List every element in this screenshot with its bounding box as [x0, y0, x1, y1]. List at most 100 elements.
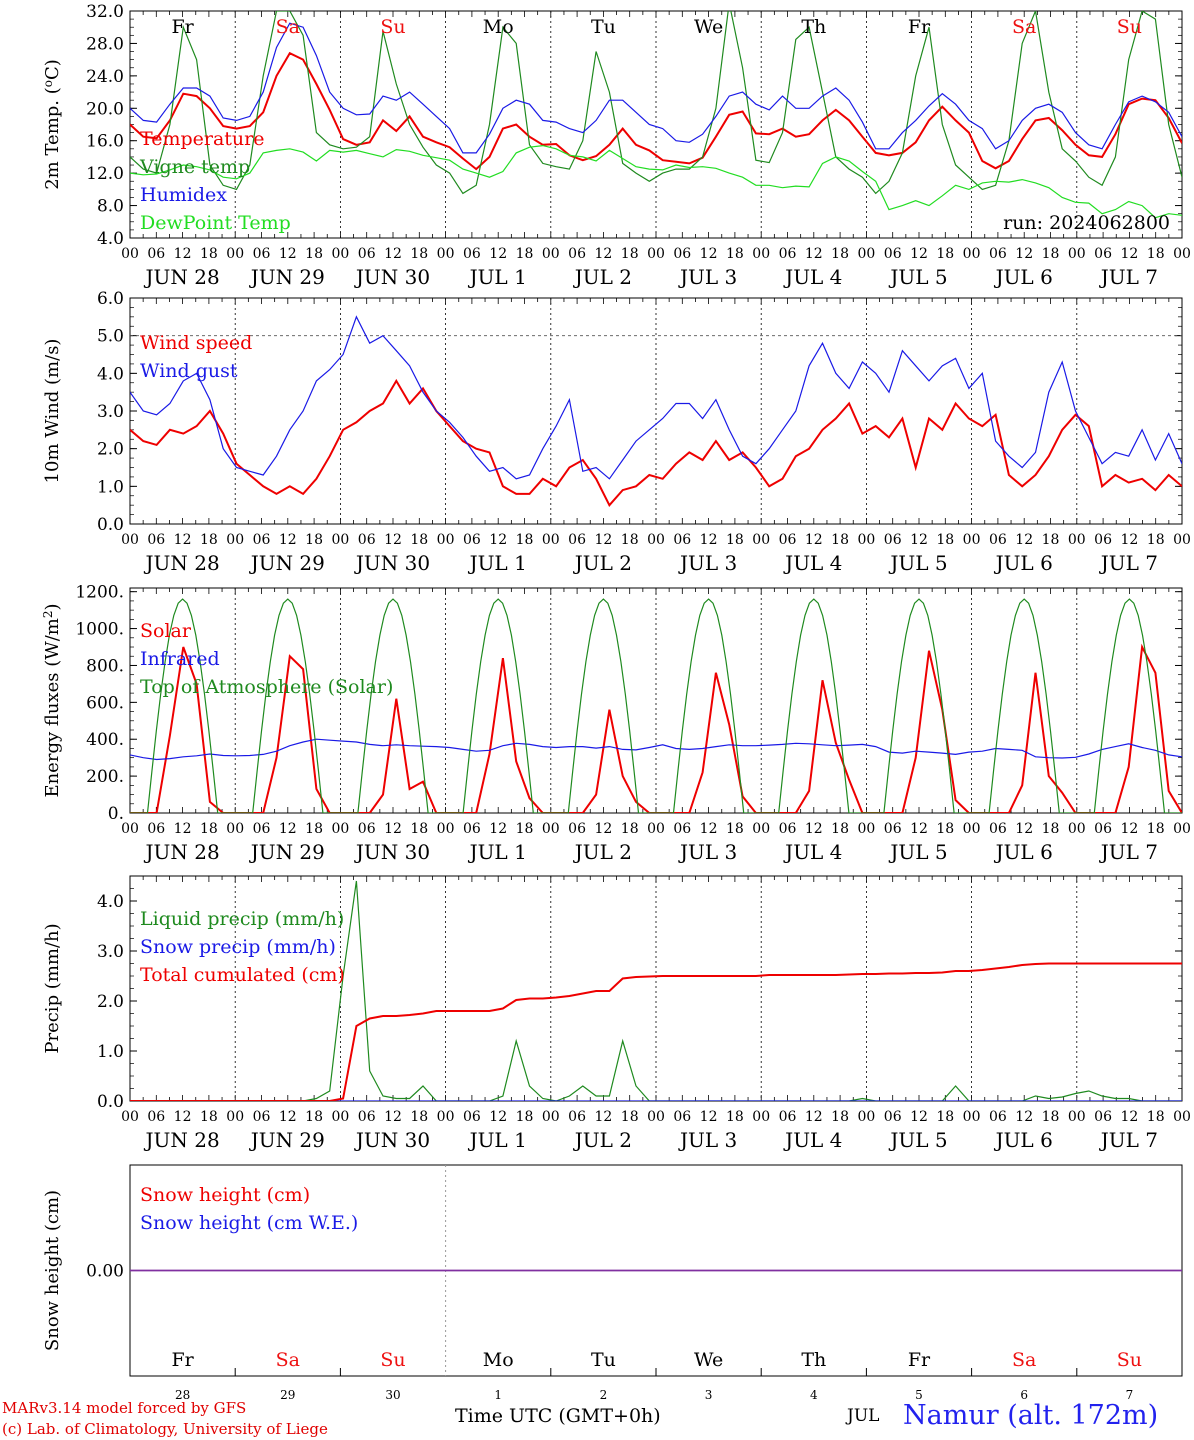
- day-label: JUL 3: [678, 1128, 737, 1152]
- legend-entry: DewPoint Temp: [140, 212, 291, 234]
- hour-tick-label: 12: [489, 246, 507, 262]
- y-axis-label: Energy fluxes (W/m2): [41, 603, 63, 797]
- hour-tick-label: 06: [673, 1109, 691, 1125]
- day-label: JUN 29: [249, 840, 325, 864]
- hour-tick-label: 00: [121, 246, 139, 262]
- plot-frame: [129, 10, 1183, 239]
- hour-tick-label: 06: [253, 821, 271, 837]
- hour-tick-label: 12: [700, 821, 718, 837]
- hour-tick-label: 00: [647, 532, 665, 548]
- hour-tick-label: 18: [410, 821, 428, 837]
- day-number: 4: [810, 1388, 818, 1402]
- day-label: JUL 4: [783, 840, 842, 864]
- y-axis-label: Precip (mm/h): [42, 923, 63, 1053]
- hour-tick-label: 00: [963, 1109, 981, 1125]
- hour-tick-label: 00: [1173, 1109, 1191, 1125]
- hour-tick-label: 00: [226, 246, 244, 262]
- hour-tick-label: 06: [989, 1109, 1007, 1125]
- hour-tick-label: 18: [1147, 1109, 1165, 1125]
- hour-tick-label: 06: [779, 1109, 797, 1125]
- hour-tick-label: 00: [437, 246, 455, 262]
- hour-tick-label: 12: [489, 821, 507, 837]
- hour-tick-label: 06: [568, 246, 586, 262]
- day-label: JUN 28: [144, 1128, 220, 1152]
- hour-tick-label: 18: [516, 1109, 534, 1125]
- hour-tick-label: 18: [1042, 1109, 1060, 1125]
- hour-tick-label: 12: [1015, 1109, 1033, 1125]
- hour-tick-label: 06: [463, 1109, 481, 1125]
- y-tick-label: 3.0: [97, 402, 124, 422]
- day-label: JUL 6: [994, 265, 1053, 289]
- hour-tick-label: 12: [279, 532, 297, 548]
- weekday-label: Sa: [1012, 1349, 1036, 1371]
- weekday-label: Th: [801, 1349, 826, 1371]
- footer-credits: MARv3.14 model forced by GFS (c) Lab. of…: [2, 1398, 328, 1440]
- x-axis-label: Time UTC (GMT+0h): [455, 1405, 661, 1427]
- hour-tick-label: 18: [305, 821, 323, 837]
- weekday-label: Fr: [171, 1349, 194, 1371]
- y-tick-label: 0.00: [86, 1262, 124, 1282]
- hour-tick-label: 00: [542, 1109, 560, 1125]
- panel-5: 0.00 Snow height (cm) Snow height (cm) Snow…: [42, 1164, 1183, 1402]
- weekday-label: Th: [801, 16, 826, 38]
- hour-tick-label: 12: [489, 1109, 507, 1125]
- y-tick-label: 32.0: [86, 2, 124, 22]
- day-number: 7: [1126, 1388, 1134, 1402]
- hour-tick-label: 12: [805, 821, 823, 837]
- hour-tick-label: 12: [174, 246, 192, 262]
- hour-tick-label: 06: [1094, 532, 1112, 548]
- y-tick-label: 0.: [108, 804, 124, 824]
- day-label: JUN 28: [144, 551, 220, 575]
- day-label: JUL 7: [1099, 840, 1158, 864]
- legend-entry: Wind speed: [140, 332, 252, 354]
- hour-tick-label: 12: [1015, 821, 1033, 837]
- hour-tick-label: 00: [963, 246, 981, 262]
- hour-tick-label: 00: [857, 246, 875, 262]
- day-label: JUL 7: [1099, 551, 1158, 575]
- day-label: JUL 5: [888, 1128, 947, 1152]
- hour-tick-label: 06: [1094, 821, 1112, 837]
- day-label: JUL 1: [468, 551, 527, 575]
- model-line: MARv3.14 model forced by GFS: [2, 1399, 247, 1417]
- hour-tick-label: 18: [305, 1109, 323, 1125]
- legend-entry: Total cumulated (cm): [140, 964, 345, 986]
- hour-tick-label: 12: [384, 1109, 402, 1125]
- hour-tick-label: 00: [752, 246, 770, 262]
- day-label: JUL 5: [888, 265, 947, 289]
- hour-tick-label: 18: [516, 532, 534, 548]
- hour-tick-label: 00: [752, 1109, 770, 1125]
- weekday-label: Tu: [591, 16, 616, 38]
- hour-tick-label: 00: [226, 532, 244, 548]
- unit-sup: 2: [41, 610, 55, 618]
- hour-tick-label: 18: [516, 246, 534, 262]
- y-tick-label: 20.0: [86, 99, 124, 119]
- hour-tick-label: 06: [779, 532, 797, 548]
- hour-tick-label: 00: [752, 821, 770, 837]
- y-tick-label: 12.0: [86, 164, 124, 184]
- day-number: 28: [175, 1388, 190, 1402]
- hour-tick-label: 18: [936, 246, 954, 262]
- weekday-label: Fr: [908, 16, 931, 38]
- y-tick-label: 1000.: [75, 620, 124, 640]
- hour-tick-label: 06: [989, 532, 1007, 548]
- hour-tick-label: 12: [279, 1109, 297, 1125]
- hour-tick-label: 12: [910, 532, 928, 548]
- legend-entry: Solar: [140, 620, 192, 642]
- y-tick-label: 24.0: [86, 67, 124, 87]
- series-line-4: [130, 144, 1182, 219]
- hour-tick-label: 06: [989, 821, 1007, 837]
- hour-tick-label: 18: [1147, 246, 1165, 262]
- series-line-2: [130, 738, 1182, 761]
- hour-tick-label: 12: [279, 246, 297, 262]
- day-label: JUL 6: [994, 551, 1053, 575]
- hour-tick-label: 18: [831, 246, 849, 262]
- hour-tick-label: 18: [621, 821, 639, 837]
- y-tick-label: 600.: [86, 693, 124, 713]
- y-tick-label: 400.: [86, 730, 124, 750]
- day-number: 29: [280, 1388, 295, 1402]
- panel-1: 4.0 8.0 12.0 16.0 20.0 24.0 28.0 32.0 2m Temp. (…: [41, 2, 1191, 289]
- weekday-label: We: [694, 16, 723, 38]
- y-tick-label: 0.0: [97, 515, 124, 535]
- hour-tick-label: 00: [331, 821, 349, 837]
